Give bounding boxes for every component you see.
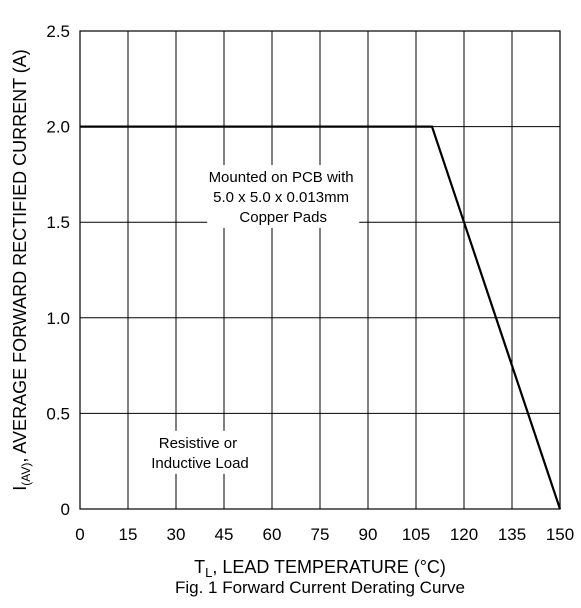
y-tick-labels: 0 0.5 1.0 1.5 2.0 2.5 bbox=[46, 22, 70, 519]
annotation-load: Resistive or Inductive Load bbox=[151, 435, 249, 472]
x-tick-label: 0 bbox=[75, 525, 84, 544]
x-axis-title-main: T bbox=[194, 557, 205, 577]
x-tick-label: 30 bbox=[167, 525, 186, 544]
x-tick-label: 135 bbox=[498, 525, 526, 544]
x-tick-label: 75 bbox=[311, 525, 330, 544]
annotation-pcb-line-2: 5.0 x 5.0 x 0.013mm bbox=[213, 189, 349, 206]
annotation-pcb-line-1: Mounted on PCB with bbox=[209, 169, 354, 186]
x-tick-label: 60 bbox=[263, 525, 282, 544]
annotation-load-line-2: Inductive Load bbox=[151, 455, 249, 472]
y-tick-label: 2.0 bbox=[46, 118, 70, 137]
annotation-pcb-background bbox=[207, 165, 360, 229]
x-tick-label: 120 bbox=[450, 525, 478, 544]
derating-curve bbox=[80, 125, 562, 510]
x-tick-labels: 0 15 30 45 60 75 90 105 120 135 150 bbox=[75, 525, 574, 544]
y-tick-label: 1.0 bbox=[46, 309, 70, 328]
x-axis-title-sub: L bbox=[205, 565, 212, 580]
x-tick-label: 90 bbox=[359, 525, 378, 544]
annotation-pcb: Mounted on PCB with 5.0 x 5.0 x 0.013mm … bbox=[209, 169, 358, 226]
plot-frame bbox=[79, 30, 561, 510]
x-tick-label: 150 bbox=[546, 525, 574, 544]
x-tick-label: 105 bbox=[402, 525, 430, 544]
y-tick-label: 0.5 bbox=[46, 404, 70, 423]
x-tick-label: 15 bbox=[119, 525, 138, 544]
y-axis-title: I(AV), AVERAGE FORWARD RECTIFIED CURRENT… bbox=[10, 49, 33, 491]
y-tick-label: 2.5 bbox=[46, 22, 70, 41]
figure-caption: Fig. 1 Forward Current Derating Curve bbox=[175, 578, 465, 597]
y-tick-label: 1.5 bbox=[46, 213, 70, 232]
y-axis-title-main: I bbox=[10, 486, 30, 491]
x-tick-label: 45 bbox=[215, 525, 234, 544]
annotation-pcb-line-3: Copper Pads bbox=[239, 209, 327, 226]
y-axis-title-sub: (AV) bbox=[19, 463, 33, 486]
annotation-load-line-1: Resistive or bbox=[159, 435, 237, 452]
y-axis-title-rest: , AVERAGE FORWARD RECTIFIED CURRENT (A) bbox=[10, 49, 30, 462]
y-tick-label: 0 bbox=[61, 500, 70, 519]
x-axis-title-rest: , LEAD TEMPERATURE (°C) bbox=[212, 557, 446, 577]
x-axis-title: TL, LEAD TEMPERATURE (°C) bbox=[194, 557, 446, 580]
annotation-load-background bbox=[142, 430, 258, 474]
